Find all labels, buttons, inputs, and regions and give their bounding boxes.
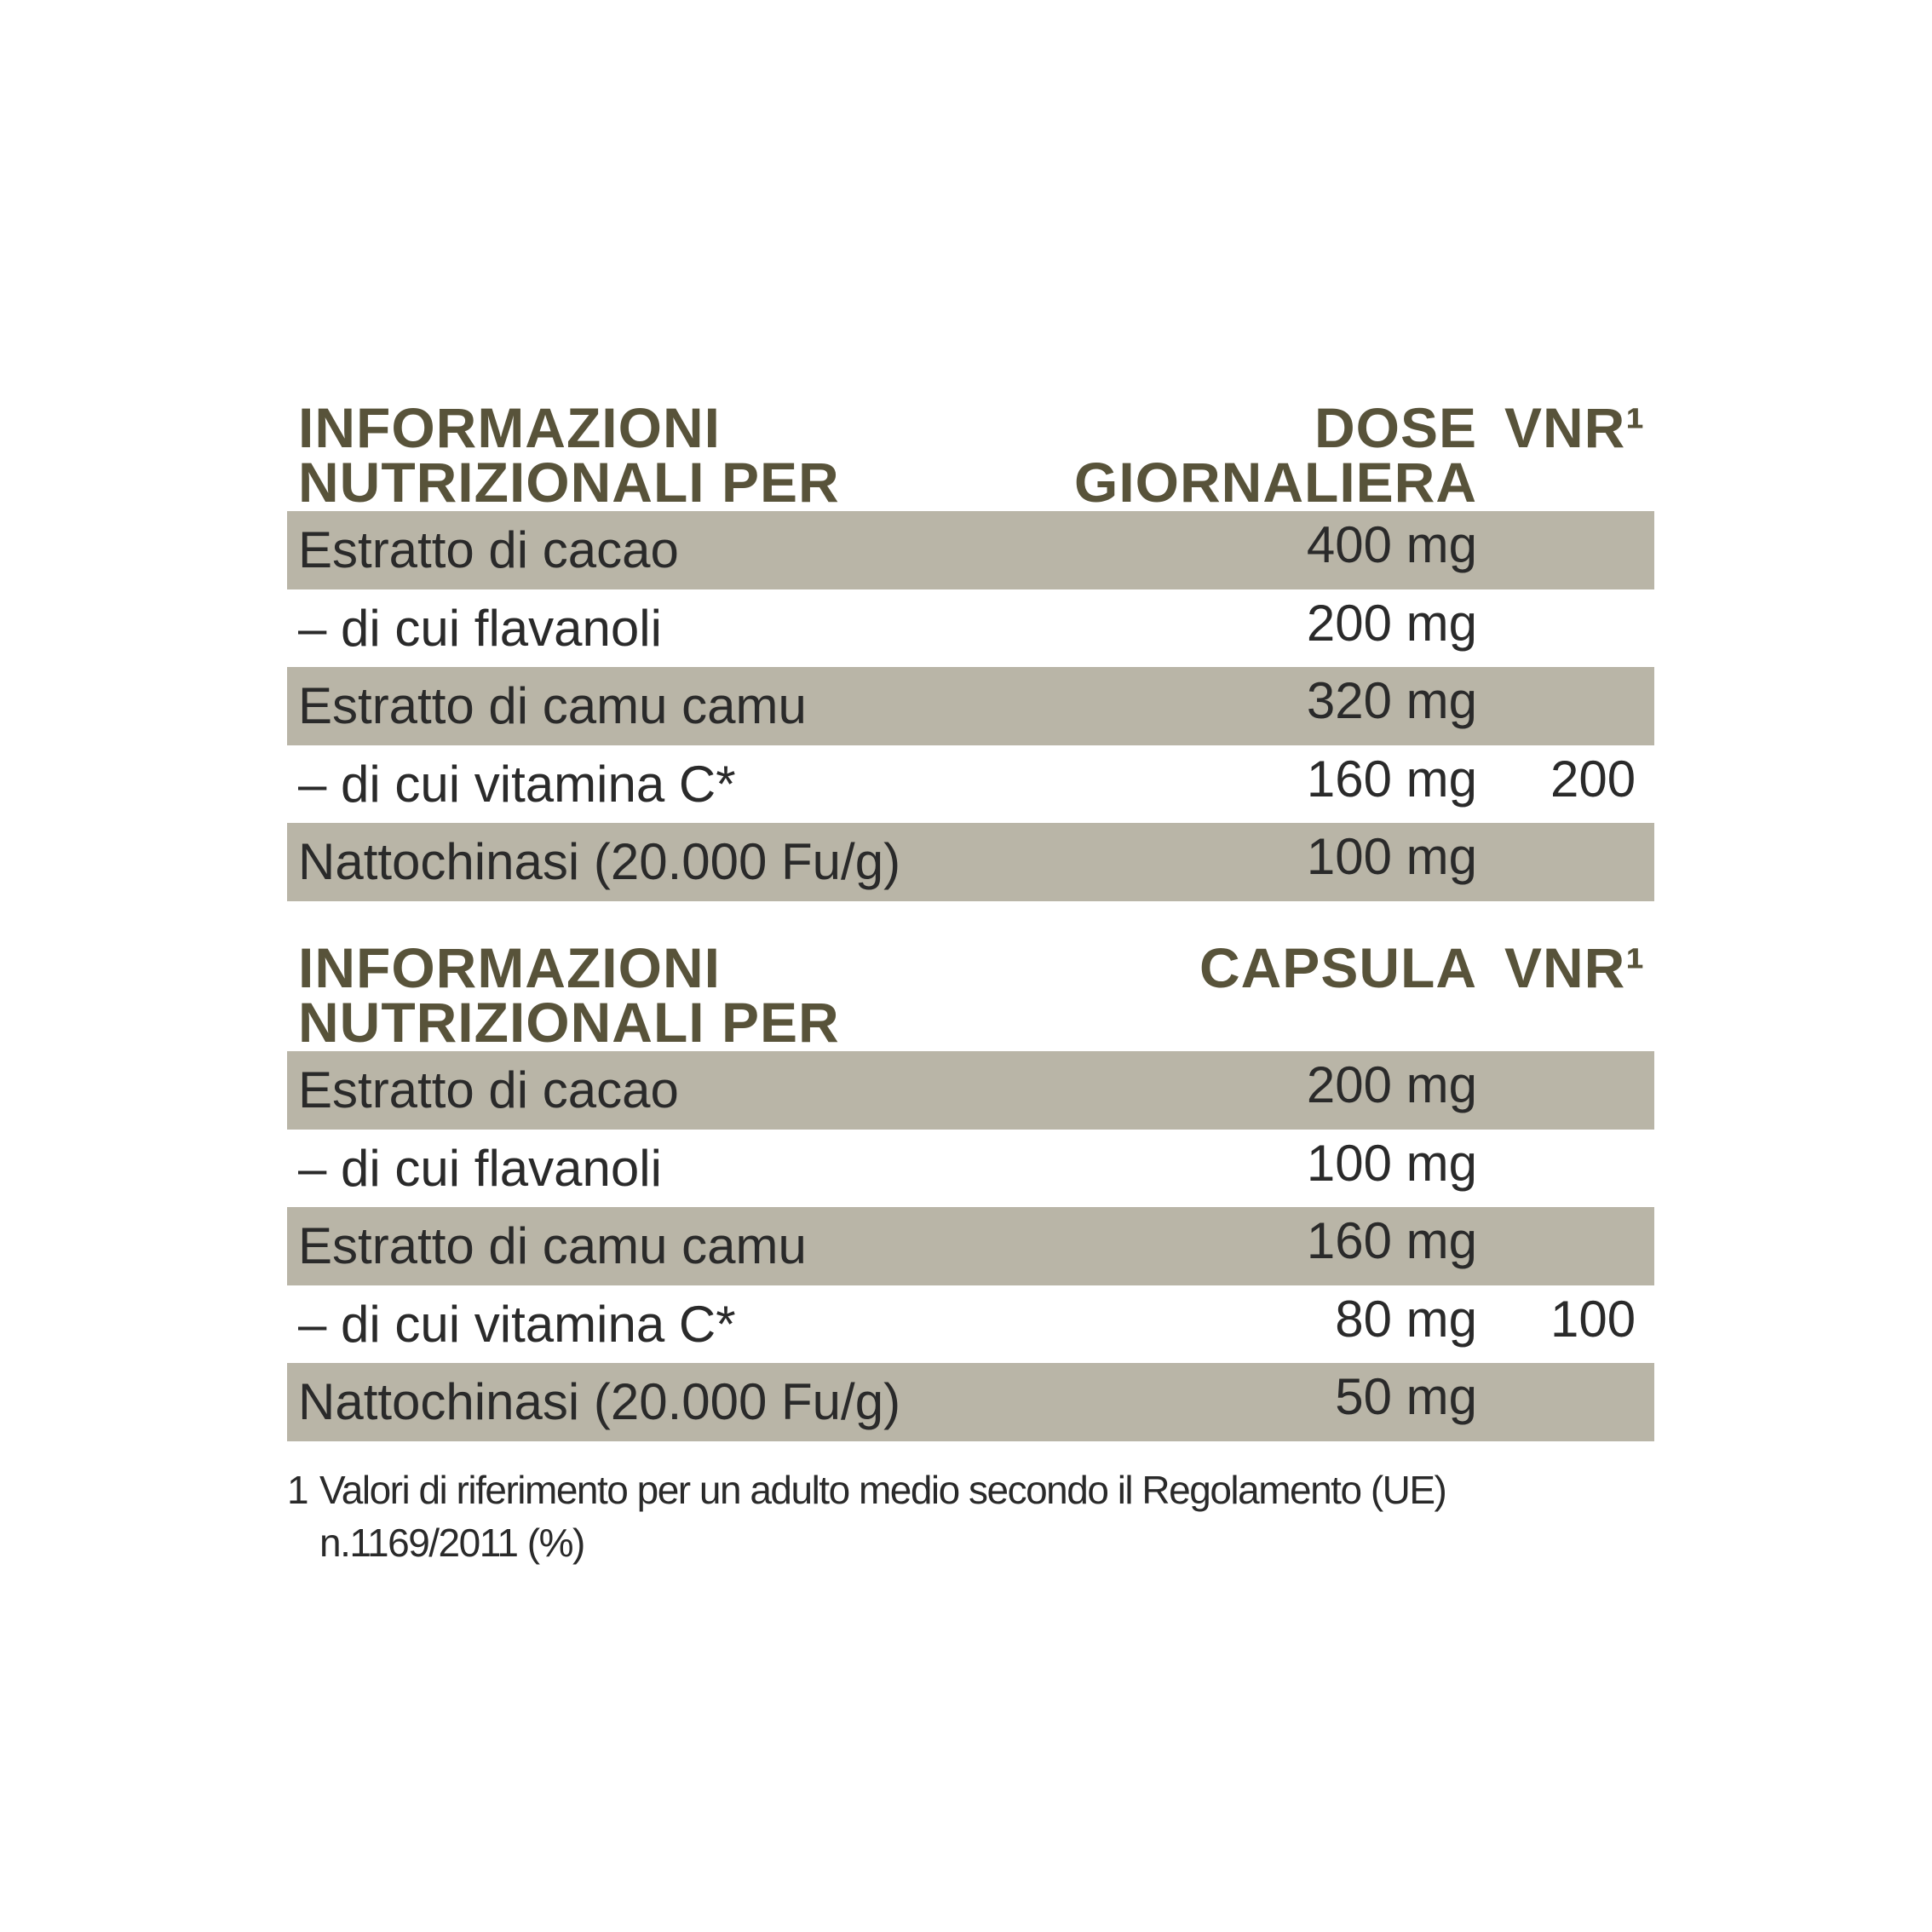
nutrient-vnr: 100 — [1550, 1290, 1636, 1348]
nutrient-quantity: 100 mg — [1306, 828, 1477, 886]
header-dose-line1: DOSE — [1314, 400, 1477, 459]
table-header: INFORMAZIONI NUTRIZIONALI PER DOSE GIORNALI… — [287, 400, 1654, 511]
table-row: Estratto di camu camu 320 mg — [287, 667, 1654, 745]
footnote-text: Valori di riferimento per un adulto medi… — [319, 1468, 1447, 1565]
nutrition-table-daily-dose: INFORMAZIONI NUTRIZIONALI PER DOSE GIORNALI… — [287, 400, 1654, 901]
table-row: Nattochinasi (20.000 Fu/g) 100 mg — [287, 823, 1654, 901]
header-title-line1: INFORMAZIONI — [298, 940, 721, 999]
header-dose-line1: CAPSULA — [1199, 940, 1477, 999]
nutrient-name: – di cui vitamina C* — [298, 755, 736, 813]
header-title-line1: INFORMAZIONI — [298, 400, 721, 459]
table-header: INFORMAZIONI NUTRIZIONALI PER CAPSULA VNR¹ — [287, 940, 1654, 1051]
table-row: – di cui flavanoli 200 mg — [287, 589, 1654, 668]
nutrient-name: Nattochinasi (20.000 Fu/g) — [298, 1373, 901, 1431]
table-row: – di cui vitamina C* 160 mg 200 — [287, 745, 1654, 824]
nutrient-quantity: 400 mg — [1306, 516, 1477, 573]
header-vnr: VNR¹ — [1504, 940, 1646, 999]
nutrient-name: Estratto di cacao — [298, 521, 679, 578]
table-row: – di cui flavanoli 100 mg — [287, 1130, 1654, 1208]
nutrient-name: Estratto di camu camu — [298, 1217, 807, 1275]
nutrient-vnr: 200 — [1550, 750, 1636, 808]
table-row: Estratto di cacao 200 mg — [287, 1051, 1654, 1130]
nutrient-name: Nattochinasi (20.000 Fu/g) — [298, 833, 901, 891]
table-row: Estratto di camu camu 160 mg — [287, 1207, 1654, 1285]
nutrient-name: – di cui vitamina C* — [298, 1295, 736, 1353]
nutrient-quantity: 80 mg — [1335, 1290, 1477, 1348]
nutrient-name: Estratto di cacao — [298, 1061, 679, 1118]
nutrient-name: – di cui flavanoli — [298, 1139, 662, 1197]
header-dose-line2: GIORNALIERA — [1074, 451, 1477, 514]
nutrient-quantity: 160 mg — [1306, 750, 1477, 808]
nutrition-table-per-capsule: INFORMAZIONI NUTRIZIONALI PER CAPSULA VNR¹ E… — [287, 940, 1654, 1441]
nutrient-quantity: 200 mg — [1306, 1056, 1477, 1113]
table-row: Nattochinasi (20.000 Fu/g) 50 mg — [287, 1363, 1654, 1441]
nutrient-quantity: 320 mg — [1306, 672, 1477, 730]
nutrient-name: Estratto di camu camu — [298, 677, 807, 735]
header-title-line2: NUTRIZIONALI PER — [298, 451, 840, 514]
nutrient-quantity: 100 mg — [1306, 1134, 1477, 1192]
table-row: – di cui vitamina C* 80 mg 100 — [287, 1285, 1654, 1364]
header-vnr: VNR¹ — [1504, 400, 1646, 459]
nutrient-quantity: 50 mg — [1335, 1368, 1477, 1426]
nutrient-name: – di cui flavanoli — [298, 599, 662, 657]
header-title-line2: NUTRIZIONALI PER — [298, 991, 840, 1054]
nutrient-quantity: 200 mg — [1306, 594, 1477, 652]
nutrient-quantity: 160 mg — [1306, 1212, 1477, 1270]
table-row: Estratto di cacao 400 mg — [287, 511, 1654, 589]
footnote-marker: 1 — [287, 1468, 309, 1512]
